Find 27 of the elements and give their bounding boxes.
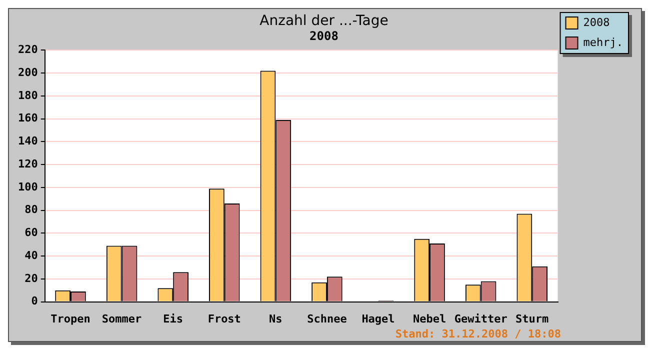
chart-subtitle: 2008 bbox=[310, 29, 338, 44]
y-tick-label: 120 bbox=[18, 157, 38, 170]
x-tick-label: Eis bbox=[163, 312, 184, 326]
x-tick-label: Gewitter bbox=[454, 312, 508, 326]
legend-label: 2008 bbox=[583, 16, 610, 29]
y-tick-label: 200 bbox=[18, 66, 38, 79]
y-tick-label: 220 bbox=[18, 43, 38, 56]
x-tick-label: Nebel bbox=[412, 312, 446, 326]
y-tick-label: 140 bbox=[18, 134, 38, 148]
x-tick-label: Hagel bbox=[362, 312, 395, 326]
y-tick-label: 20 bbox=[24, 272, 38, 285]
y-tick-label: 100 bbox=[18, 180, 38, 194]
y-tick-label: 40 bbox=[24, 248, 38, 262]
x-tick-label: Ns bbox=[269, 312, 282, 326]
text: Stand: 31.12.2008 / 18:08 bbox=[395, 327, 561, 340]
legend-label: mehrj. bbox=[583, 36, 624, 49]
x-tick-label: Sommer bbox=[102, 312, 142, 326]
x-tick-label: Sturm bbox=[516, 312, 550, 326]
y-tick-label: 60 bbox=[24, 226, 38, 240]
y-tick-label: 0 bbox=[31, 294, 38, 308]
x-tick-label: Tropen bbox=[50, 312, 90, 326]
x-tick-label: Frost bbox=[208, 312, 241, 326]
y-tick-label: 180 bbox=[18, 88, 38, 102]
y-tick-label: 80 bbox=[24, 203, 38, 216]
chart-title: Anzahl der ...-Tage bbox=[260, 13, 388, 30]
y-tick-label: 160 bbox=[18, 112, 38, 125]
x-tick-label: Schnee bbox=[307, 312, 348, 326]
